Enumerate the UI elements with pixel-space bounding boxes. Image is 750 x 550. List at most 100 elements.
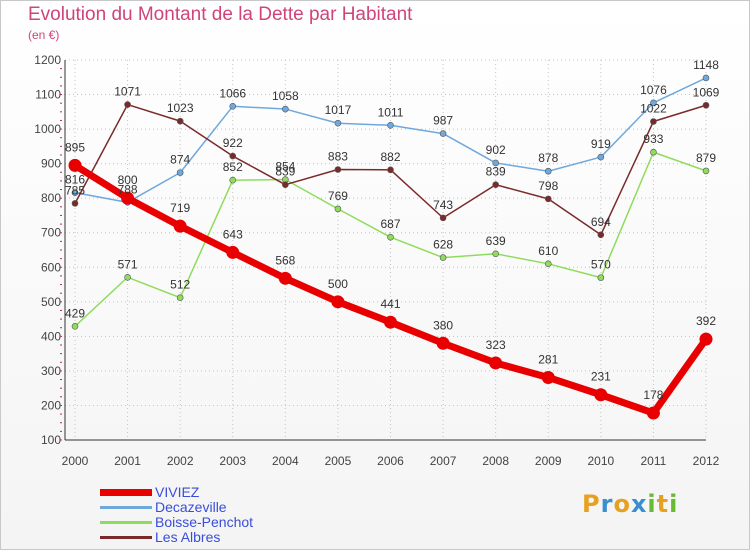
- data-point: [439, 254, 447, 261]
- data-label: 922: [223, 136, 243, 150]
- data-point: [278, 271, 292, 285]
- data-label: 568: [275, 253, 295, 267]
- data-label: 987: [433, 114, 453, 128]
- data-point: [650, 118, 657, 125]
- data-point: [702, 167, 710, 175]
- data-label: 610: [538, 244, 558, 258]
- data-point: [544, 167, 552, 175]
- data-label: 281: [538, 352, 558, 366]
- data-label: 785: [65, 183, 85, 197]
- data-label: 895: [65, 140, 85, 154]
- data-label: 854: [275, 160, 295, 174]
- data-label: 500: [328, 277, 348, 291]
- data-point: [436, 336, 450, 350]
- data-point: [124, 273, 131, 281]
- data-label: 687: [380, 217, 400, 231]
- data-label: 852: [223, 160, 243, 174]
- data-point: [176, 294, 184, 301]
- x-tick-label: 2003: [219, 454, 246, 468]
- data-point: [71, 189, 79, 196]
- y-tick-label: 1100: [35, 88, 61, 102]
- x-tick-label: 2005: [325, 454, 352, 468]
- x-tick-label: 2000: [62, 454, 89, 468]
- x-tick-label: 2004: [272, 454, 299, 468]
- y-tick-label: 400: [41, 329, 61, 343]
- data-label: 571: [118, 257, 138, 271]
- data-point: [439, 214, 447, 222]
- logo-letter: i: [669, 490, 679, 518]
- data-point: [331, 295, 345, 309]
- y-tick-label: 100: [41, 433, 61, 447]
- legend-swatch: [100, 536, 152, 539]
- logo-letter: t: [656, 490, 670, 518]
- logo-letter: o: [613, 490, 631, 518]
- data-label: 719: [170, 201, 190, 215]
- logo-letter: P: [582, 490, 601, 518]
- data-point: [492, 250, 499, 258]
- legend-label: VIVIEZ: [155, 484, 200, 500]
- data-point: [176, 169, 184, 176]
- data-label: 902: [486, 143, 506, 157]
- data-label: 694: [591, 215, 611, 229]
- data-point: [387, 233, 394, 241]
- data-label: 879: [696, 151, 716, 165]
- data-label: 1076: [640, 83, 667, 97]
- data-point: [71, 200, 79, 207]
- y-tick-label: 600: [41, 260, 61, 274]
- data-label: 628: [433, 238, 453, 252]
- legend-swatch: [100, 489, 152, 496]
- data-point: [650, 99, 657, 107]
- legend-swatch: [100, 506, 152, 509]
- data-label: 512: [170, 278, 190, 292]
- data-label: 788: [118, 182, 138, 196]
- data-label: 1023: [167, 101, 194, 115]
- data-point: [71, 323, 79, 330]
- data-point: [597, 231, 605, 239]
- data-label: 639: [486, 234, 506, 248]
- data-label: 798: [538, 179, 558, 193]
- data-label: 392: [696, 314, 716, 328]
- data-label: 919: [591, 137, 611, 151]
- data-point: [229, 102, 237, 110]
- data-label: 1058: [272, 89, 299, 103]
- data-point: [597, 274, 605, 281]
- data-point: [699, 332, 713, 346]
- logo-letter: r: [600, 490, 614, 518]
- data-label: 769: [328, 189, 348, 203]
- data-point: [544, 195, 552, 203]
- data-label: 816: [65, 173, 85, 187]
- data-point: [702, 101, 710, 109]
- data-label: 1011: [378, 105, 404, 119]
- data-point: [173, 219, 187, 233]
- data-point: [384, 315, 397, 329]
- data-label: 1069: [693, 85, 720, 99]
- data-label: 643: [223, 227, 243, 241]
- x-tick-label: 2006: [377, 454, 404, 468]
- data-label: 839: [486, 165, 506, 179]
- legend-swatch: [100, 521, 152, 524]
- data-label: 1066: [219, 86, 246, 100]
- data-point: [334, 205, 342, 213]
- y-tick-label: 500: [41, 295, 61, 309]
- data-label: 570: [591, 258, 611, 272]
- data-label: 323: [486, 338, 506, 352]
- legend-label: Decazeville: [155, 499, 227, 515]
- legend-label: Boisse-Penchot: [155, 514, 254, 530]
- data-point: [334, 166, 342, 173]
- proxiti-logo: Proxiti: [582, 490, 678, 518]
- x-tick-label: 2001: [114, 454, 141, 468]
- data-label: 883: [328, 150, 348, 164]
- data-label: 874: [170, 153, 190, 167]
- y-tick-label: 1000: [34, 122, 61, 136]
- data-point: [492, 181, 499, 189]
- y-tick-label: 800: [41, 191, 61, 205]
- data-label: 933: [643, 132, 663, 146]
- y-tick-label: 700: [41, 226, 61, 240]
- legend-label: Les Albres: [155, 529, 221, 545]
- data-point: [282, 181, 289, 189]
- chart-title: Evolution du Montant de la Dette par Hab…: [28, 4, 413, 25]
- logo-letter: i: [647, 490, 657, 518]
- data-point: [702, 74, 710, 82]
